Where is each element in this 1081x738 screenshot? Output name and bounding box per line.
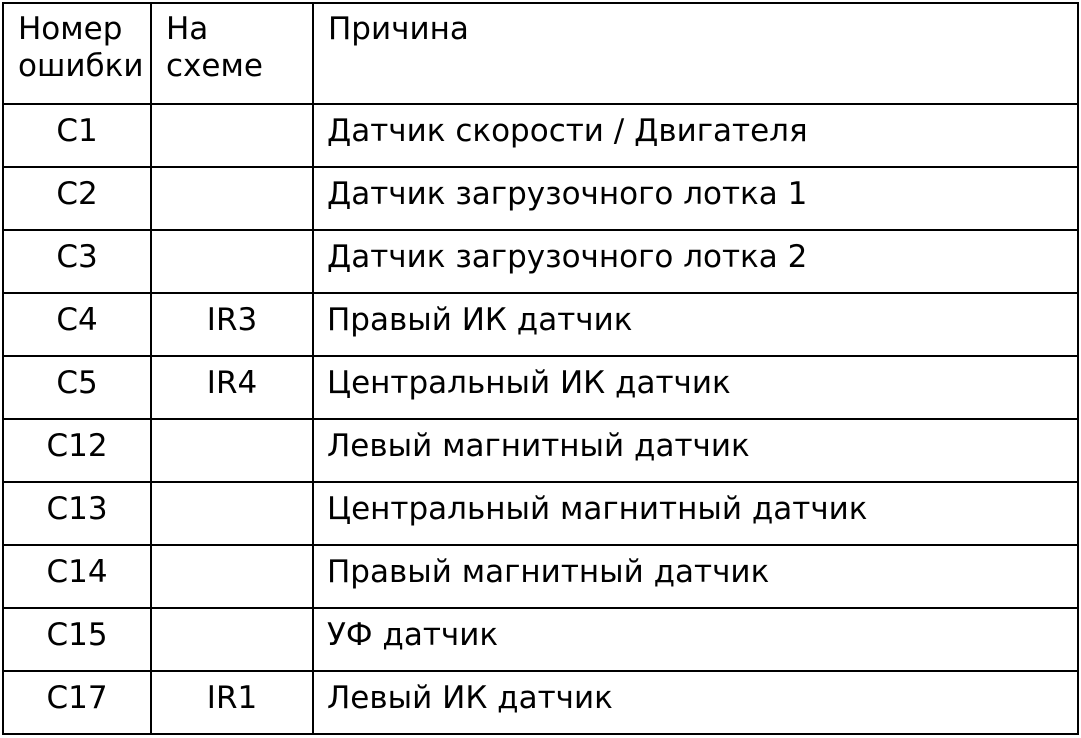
cell-error-number: C3 bbox=[2, 229, 152, 294]
cell-on-diagram bbox=[150, 103, 314, 168]
cell-on-diagram: IR4 bbox=[150, 355, 314, 420]
cell-on-diagram bbox=[150, 481, 314, 546]
cell-cause: Центральный магнитный датчик bbox=[312, 481, 1079, 546]
cell-on-diagram: IR1 bbox=[150, 670, 314, 735]
cell-on-diagram bbox=[150, 418, 314, 483]
table-row: C15 УФ датчик bbox=[2, 607, 1079, 672]
table-row: C1 Датчик скорости / Двигателя bbox=[2, 103, 1079, 168]
table-row: C13 Центральный магнитный датчик bbox=[2, 481, 1079, 546]
cell-error-number: C15 bbox=[2, 607, 152, 672]
cell-error-number: C13 bbox=[2, 481, 152, 546]
cell-cause: Правый магнитный датчик bbox=[312, 544, 1079, 609]
cell-cause: Датчик загрузочного лотка 2 bbox=[312, 229, 1079, 294]
cell-cause: УФ датчик bbox=[312, 607, 1079, 672]
cell-on-diagram bbox=[150, 166, 314, 231]
cell-on-diagram bbox=[150, 607, 314, 672]
cell-error-number: C2 bbox=[2, 166, 152, 231]
table-row: C17 IR1 Левый ИК датчик bbox=[2, 670, 1079, 735]
cell-error-number: C14 bbox=[2, 544, 152, 609]
cell-error-number: C5 bbox=[2, 355, 152, 420]
cell-error-number: C4 bbox=[2, 292, 152, 357]
cell-on-diagram: IR3 bbox=[150, 292, 314, 357]
cell-cause: Центральный ИК датчик bbox=[312, 355, 1079, 420]
table-header-row: Номер ошибки На схеме Причина bbox=[2, 2, 1079, 105]
table-row: C4 IR3 Правый ИК датчик bbox=[2, 292, 1079, 357]
cell-error-number: C1 bbox=[2, 103, 152, 168]
cell-cause: Датчик скорости / Двигателя bbox=[312, 103, 1079, 168]
cell-cause: Левый магнитный датчик bbox=[312, 418, 1079, 483]
cell-cause: Правый ИК датчик bbox=[312, 292, 1079, 357]
table-row: C5 IR4 Центральный ИК датчик bbox=[2, 355, 1079, 420]
table-row: C12 Левый магнитный датчик bbox=[2, 418, 1079, 483]
cell-error-number: C12 bbox=[2, 418, 152, 483]
header-cell-error-number: Номер ошибки bbox=[2, 2, 152, 105]
table-row: C2 Датчик загрузочного лотка 1 bbox=[2, 166, 1079, 231]
table-row: C3 Датчик загрузочного лотка 2 bbox=[2, 229, 1079, 294]
table-row: C14 Правый магнитный датчик bbox=[2, 544, 1079, 609]
cell-error-number: C17 bbox=[2, 670, 152, 735]
header-cell-cause: Причина bbox=[312, 2, 1079, 105]
cell-cause: Датчик загрузочного лотка 1 bbox=[312, 166, 1079, 231]
cell-on-diagram bbox=[150, 544, 314, 609]
cell-cause: Левый ИК датчик bbox=[312, 670, 1079, 735]
cell-on-diagram bbox=[150, 229, 314, 294]
header-cell-on-diagram: На схеме bbox=[150, 2, 314, 105]
